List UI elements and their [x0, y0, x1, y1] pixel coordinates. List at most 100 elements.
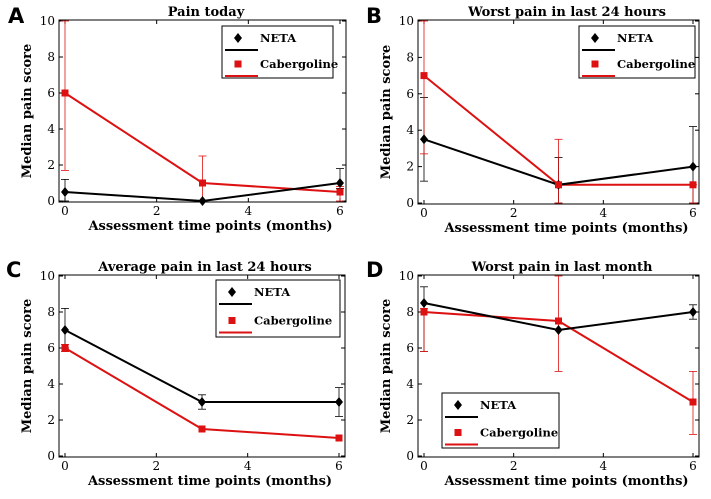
- y-tick-label: 2: [406, 413, 414, 427]
- data-point-neta: [335, 397, 343, 407]
- data-point-cabergoline: [420, 308, 428, 316]
- legend-marker-cabergoline: [234, 60, 242, 68]
- y-axis-label: Median pain score: [20, 299, 35, 434]
- legend-marker-cabergoline: [591, 60, 599, 68]
- legend-label-cabergoline: Cabergoline: [260, 57, 338, 71]
- x-tick-label: 4: [245, 204, 253, 218]
- x-tick-label: 4: [244, 459, 252, 473]
- legend: NETA Cabergoline: [221, 25, 338, 79]
- y-tick-label: 8: [406, 50, 414, 64]
- chart-panel-a: A Pain today 0 2 4 6 8 10 0 2 4 6 Assessment time po…: [8, 4, 347, 234]
- y-tick-label: 8: [406, 305, 414, 319]
- y-tick-label: 10: [40, 14, 55, 28]
- y-tick-label: 8: [47, 50, 55, 64]
- chart-title: Worst pain in last 24 hours: [467, 5, 666, 20]
- data-point-neta: [420, 298, 428, 308]
- y-tick-label: 10: [399, 14, 414, 28]
- legend-box: [441, 392, 560, 449]
- x-tick-label: 0: [420, 459, 428, 473]
- panel-letter: C: [6, 258, 21, 282]
- x-axis-label: Assessment time points (months): [87, 474, 332, 489]
- x-tick-label: 2: [510, 206, 518, 220]
- y-tick-label: 10: [40, 269, 55, 283]
- chart-panel-c: C Average pain in last 24 hours 0 2 4 6 8 10 0 2 4…: [6, 258, 346, 489]
- plot-frame: [417, 274, 700, 458]
- legend-label-neta: NETA: [617, 31, 654, 45]
- x-tick-label: 6: [335, 459, 343, 473]
- y-axis-label: Median pain score: [20, 44, 35, 179]
- panel-letter: D: [366, 258, 383, 282]
- x-tick-label: 6: [689, 459, 697, 473]
- chart-title: Average pain in last 24 hours: [97, 260, 311, 275]
- y-tick-label: 4: [47, 377, 55, 391]
- legend: NETA Cabergoline: [215, 279, 341, 338]
- x-axis-label: Assessment time points (months): [87, 219, 332, 234]
- data-point-neta: [61, 187, 69, 197]
- data-point-neta: [689, 161, 697, 172]
- y-tick-label: 6: [47, 341, 55, 355]
- data-point-cabergoline: [689, 398, 697, 406]
- series-line-neta: [64, 329, 339, 403]
- legend-box: [215, 279, 341, 338]
- chart-title: Worst pain in last month: [471, 260, 653, 275]
- y-tick-label: 6: [406, 87, 414, 101]
- x-tick-label: 0: [61, 459, 69, 473]
- x-tick-label: 0: [420, 206, 428, 220]
- y-tick-label: 0: [47, 194, 55, 208]
- legend-marker-neta: [591, 33, 599, 43]
- data-point-cabergoline: [335, 434, 343, 442]
- x-tick-label: 4: [600, 206, 608, 220]
- legend-marker-cabergoline: [228, 317, 236, 324]
- y-tick-label: 4: [47, 122, 55, 136]
- y-tick-label: 0: [406, 196, 414, 210]
- y-tick-label: 4: [406, 123, 414, 137]
- legend-label-neta: NETA: [480, 398, 517, 412]
- data-point-cabergoline: [555, 317, 562, 325]
- y-tick-label: 2: [47, 413, 55, 427]
- legend-label-cabergoline: Cabergoline: [254, 314, 332, 328]
- legend-label-cabergoline: Cabergoline: [617, 57, 695, 71]
- y-tick-label: 2: [406, 160, 414, 174]
- panel-letter: A: [8, 4, 25, 28]
- legend: NETA Cabergoline: [578, 25, 696, 79]
- x-tick-label: 2: [153, 459, 161, 473]
- data-point-neta: [198, 397, 206, 407]
- data-point-neta: [689, 307, 697, 317]
- data-point-cabergoline: [198, 425, 206, 433]
- y-axis-label: Median pain score: [379, 299, 394, 434]
- data-point-cabergoline: [61, 344, 69, 352]
- chart-title: Pain today: [168, 5, 245, 20]
- panel-letter: B: [366, 4, 382, 28]
- legend: NETA Cabergoline: [441, 392, 560, 449]
- y-tick-label: 6: [406, 341, 414, 355]
- plot-frame: [417, 19, 700, 205]
- x-tick-label: 6: [336, 204, 344, 218]
- legend-marker-neta: [228, 287, 236, 297]
- y-tick-label: 6: [47, 86, 55, 100]
- legend-marker-cabergoline: [454, 429, 462, 436]
- legend-marker-neta: [454, 400, 462, 410]
- data-point-cabergoline: [61, 89, 69, 97]
- x-axis-label: Assessment time points (months): [443, 221, 688, 236]
- data-point-cabergoline: [555, 181, 562, 189]
- y-tick-label: 8: [47, 305, 55, 319]
- x-axis-label: Assessment time points (months): [443, 474, 688, 489]
- x-tick-label: 2: [153, 204, 161, 218]
- y-tick-label: 4: [406, 377, 414, 391]
- series-line-cabergoline: [64, 347, 340, 439]
- x-tick-label: 4: [600, 459, 608, 473]
- x-tick-label: 2: [510, 459, 518, 473]
- y-tick-label: 0: [406, 449, 414, 463]
- legend-label-neta: NETA: [254, 285, 291, 299]
- data-point-neta: [198, 196, 207, 206]
- legend-box: [578, 25, 696, 79]
- data-point-neta: [420, 134, 428, 145]
- legend-label-neta: NETA: [260, 31, 297, 45]
- data-point-cabergoline: [336, 188, 344, 196]
- data-point-neta: [336, 178, 344, 188]
- data-point-cabergoline: [199, 179, 206, 187]
- data-point-neta: [554, 325, 563, 335]
